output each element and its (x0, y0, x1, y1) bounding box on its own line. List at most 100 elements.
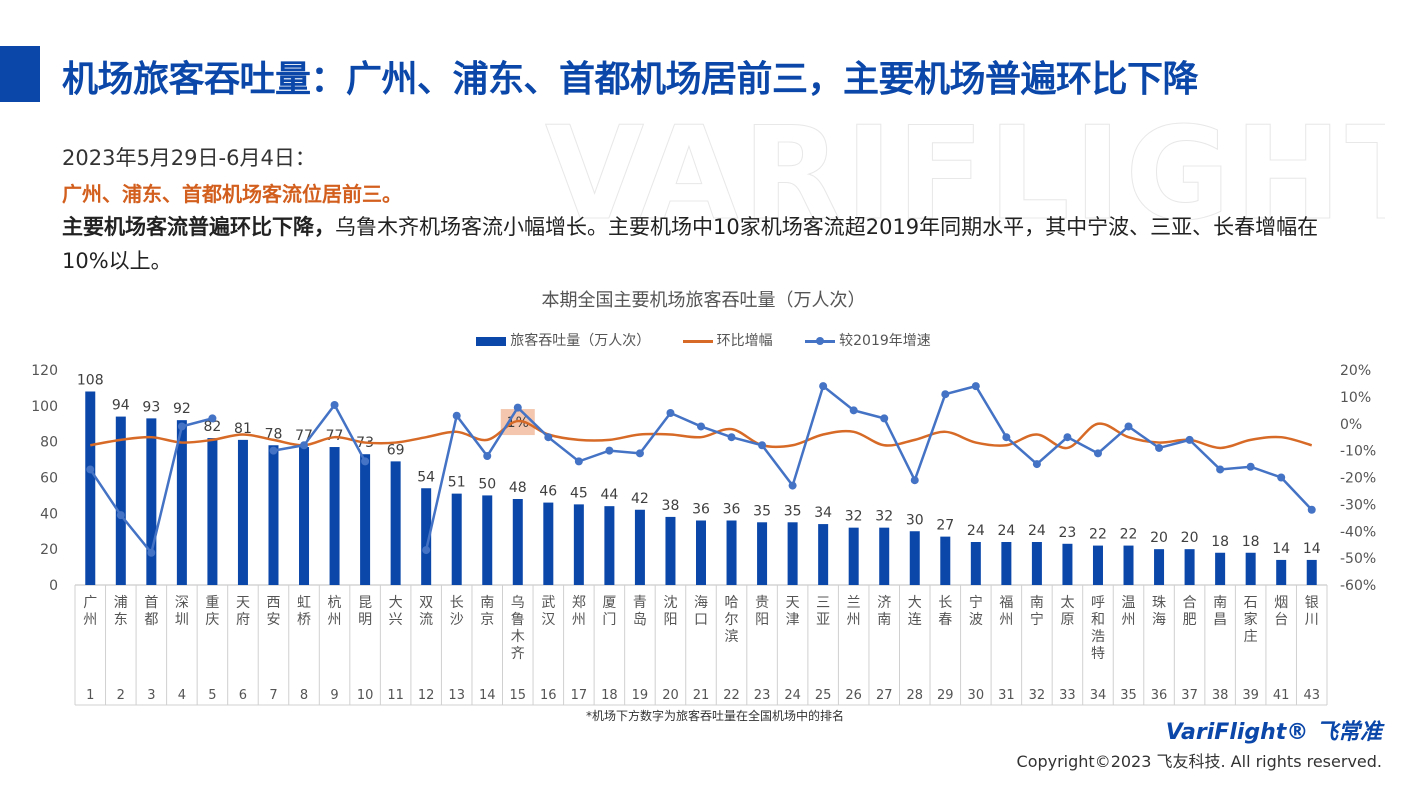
bar-data-label: 108 (77, 373, 104, 389)
bar-data-label: 81 (234, 421, 252, 437)
bar-data-label: 20 (1150, 530, 1168, 546)
throughput-bar (1306, 559, 1317, 585)
category-label: 宁波 (969, 594, 983, 628)
rank-label: 32 (1029, 688, 1046, 703)
category-label: 青岛 (633, 595, 647, 628)
legend-label-throughput: 旅客吞吐量（万人次） (510, 333, 651, 349)
y-right-tick-label: 10% (1340, 390, 1371, 406)
bar-data-label: 50 (478, 476, 496, 492)
bar-data-label: 24 (1028, 523, 1046, 539)
rank-label: 11 (387, 688, 404, 703)
y-right-tick-label: -60% (1340, 578, 1376, 594)
y-left-tick-label: 0 (49, 578, 58, 594)
category-label: 合肥 (1183, 595, 1197, 628)
copyright-text: Copyright©2023 飞友科技. All rights reserved… (1016, 752, 1382, 771)
title-accent-block (0, 46, 40, 102)
bar-data-label: 51 (448, 475, 466, 491)
legend-dot-swatch (805, 336, 836, 345)
vs2019-growth-line (424, 384, 1313, 551)
category-label: 长春 (938, 595, 952, 628)
rank-label: 25 (815, 688, 832, 703)
bar-data-label: 69 (387, 442, 405, 458)
category-label: 天府 (236, 595, 250, 628)
vs2019-point (819, 382, 828, 391)
rank-label: 3 (147, 688, 155, 703)
rank-label: 36 (1151, 688, 1168, 703)
vs2019-point (910, 476, 919, 485)
vs2019-point (361, 457, 370, 466)
category-label: 南京 (480, 595, 494, 628)
bar-data-label: 14 (1303, 541, 1321, 557)
legend-item-vs2019[interactable]: 较2019年增速 (805, 330, 931, 350)
vs2019-point (1155, 443, 1164, 452)
vs2019-growth-line (273, 402, 367, 462)
bar-data-label: 14 (1272, 541, 1290, 557)
throughput-bar (1123, 545, 1134, 585)
vs2019-point (849, 406, 858, 415)
vs2019-point (758, 441, 767, 450)
throughput-bar (1184, 549, 1195, 585)
throughput-bar (482, 495, 493, 585)
legend-item-throughput[interactable]: 旅客吞吐量（万人次） (476, 330, 650, 350)
throughput-bar (573, 504, 584, 585)
bar-data-label: 36 (723, 502, 741, 518)
category-label: 双流 (419, 595, 433, 628)
legend-line-swatch (682, 339, 713, 343)
category-label: 福州 (999, 595, 1013, 628)
throughput-bar (299, 447, 310, 585)
throughput-bar (512, 499, 523, 585)
legend-item-mom[interactable]: 环比增幅 (682, 330, 773, 350)
category-label: 广州 (83, 595, 97, 628)
category-label: 杭州 (328, 595, 342, 628)
bar-data-label: 36 (692, 502, 710, 518)
bar-data-label: 42 (631, 491, 649, 507)
bar-data-label: 82 (204, 419, 222, 435)
throughput-bar (970, 542, 981, 585)
throughput-bar (634, 509, 645, 585)
y-right-tick-label: -30% (1340, 497, 1376, 513)
category-label: 西安 (266, 595, 280, 628)
legend-bar-swatch (476, 336, 507, 346)
throughput-bar (604, 506, 615, 585)
y-right-tick-label: -10% (1340, 444, 1376, 460)
rank-label: 1 (86, 688, 94, 703)
rank-label: 7 (269, 688, 277, 703)
category-label: 济南 (877, 595, 891, 628)
vs2019-point (1093, 449, 1102, 458)
y-left-tick-label: 20 (40, 542, 58, 558)
throughput-bar (207, 438, 218, 585)
category-label: 深圳 (175, 595, 189, 628)
throughput-bar (268, 445, 279, 585)
bar-data-label: 44 (600, 487, 618, 503)
vs2019-point (1032, 460, 1041, 469)
rank-label: 39 (1242, 688, 1259, 703)
chart-title: 本期全国主要机场旅客吞吐量（万人次） (541, 290, 866, 311)
vs2019-point (116, 511, 125, 520)
bar-data-label: 24 (967, 523, 985, 539)
vs2019-point (788, 481, 797, 490)
vs2019-point (574, 457, 583, 466)
y-left-tick-label: 80 (40, 435, 58, 451)
throughput-bar (726, 520, 737, 585)
bar-data-label: 35 (784, 503, 802, 519)
rank-label: 27 (876, 688, 893, 703)
vs2019-point (513, 403, 522, 412)
y-right-tick-label: 20% (1340, 363, 1371, 379)
throughput-bar (1276, 559, 1287, 585)
rank-label: 37 (1181, 688, 1198, 703)
vs2019-point (544, 433, 553, 442)
rank-label: 21 (693, 688, 710, 703)
category-label: 珠海 (1152, 595, 1166, 628)
rank-label: 6 (239, 688, 247, 703)
vs2019-point (330, 400, 339, 409)
vs2019-point (483, 452, 492, 460)
category-label: 南昌 (1213, 595, 1227, 628)
mom-growth-line (90, 419, 1313, 450)
vs2019-point (208, 414, 217, 423)
vs2019-point (880, 414, 889, 423)
rank-label: 38 (1212, 688, 1229, 703)
category-label: 大兴 (389, 595, 403, 628)
throughput-bar (237, 439, 248, 585)
category-label: 石家庄 (1244, 595, 1258, 645)
vs2019-point (1307, 505, 1316, 514)
